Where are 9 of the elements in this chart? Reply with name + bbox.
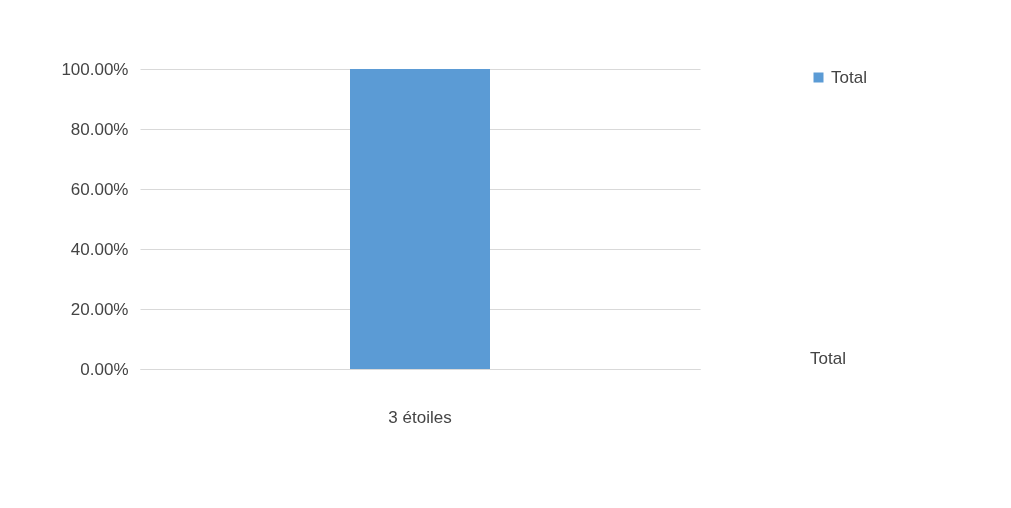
y-tick-label: 40.00% — [70, 239, 129, 259]
y-tick-label: 80.00% — [70, 119, 129, 139]
text: Total — [810, 349, 846, 368]
legend-label: Total — [831, 67, 867, 87]
y-tick-label: 100.00% — [61, 59, 129, 79]
y-tick-label: 20.00% — [70, 299, 129, 319]
y-tick-label: 0.00% — [80, 359, 129, 379]
y-tick-label: 60.00% — [70, 179, 129, 199]
x-tick-label: 3 étoiles — [388, 407, 452, 427]
